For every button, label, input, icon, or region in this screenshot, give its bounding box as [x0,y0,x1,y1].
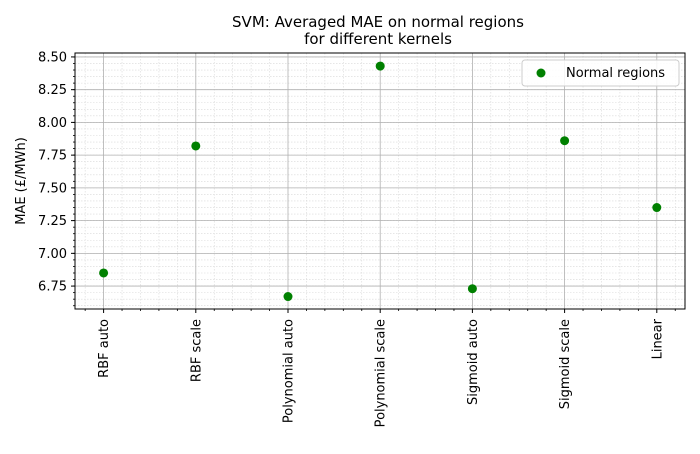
data-points [99,61,662,302]
axis-ticks [71,56,676,313]
minor-grid [75,53,685,309]
x-tick-label: Polynomial auto [282,319,297,423]
x-tick-labels: RBF auto RBF scale Polynomial auto Polynomi… [97,318,665,427]
y-tick-label: 8.25 [38,83,67,98]
legend: Normal regions [521,59,680,87]
major-grid [75,53,685,309]
y-tick-labels: 6.75 7.00 7.25 7.50 7.75 8.00 8.25 8.50 [38,50,67,294]
x-tick-label: RBF scale [189,319,204,382]
chart-title-line-2: for different kernels [304,30,452,48]
y-tick-label: 7.25 [38,214,67,229]
legend-label: Normal regions [566,66,665,81]
y-tick-label: 7.50 [38,181,67,196]
x-tick-label: Sigmoid scale [558,319,573,409]
y-axis-label: MAE (£/MWh) [14,137,29,225]
data-point [467,284,477,294]
x-tick-label: Polynomial scale [374,319,389,427]
y-tick-label: 6.75 [38,280,67,295]
x-tick-label: Sigmoid auto [466,319,481,405]
legend-marker [536,68,546,78]
y-tick-label: 7.75 [38,149,67,164]
data-point [375,61,385,71]
x-tick-label: RBF auto [97,319,112,378]
data-point [283,292,293,302]
data-point [652,203,662,213]
legend-box [521,59,680,87]
chart-title-line-1: SVM: Averaged MAE on normal regions [232,13,524,31]
data-point [560,136,570,146]
y-tick-label: 7.00 [38,247,67,262]
y-tick-label: 8.50 [38,50,67,65]
data-point [99,268,109,278]
x-tick-label: Linear [650,318,665,359]
data-point [191,141,201,151]
y-tick-label: 8.00 [38,116,67,131]
